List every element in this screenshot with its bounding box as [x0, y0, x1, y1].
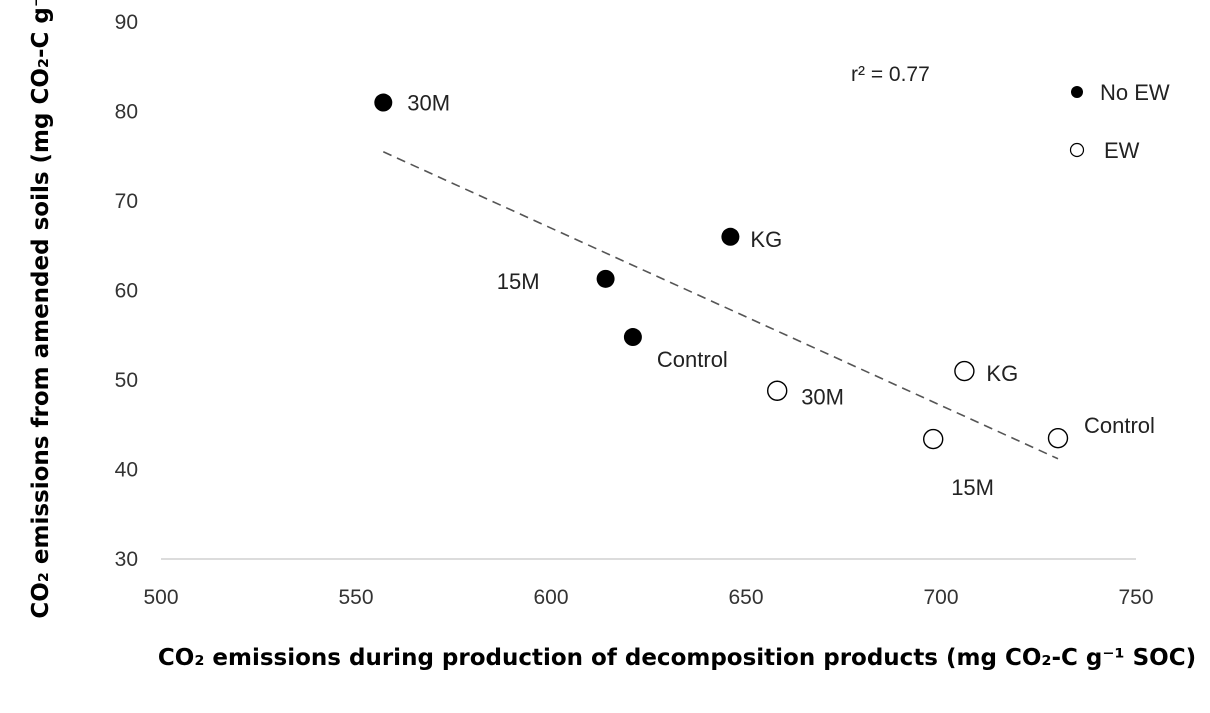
- point-label: Control: [1084, 413, 1155, 438]
- x-tick-label: 750: [1118, 586, 1153, 609]
- point-label: Control: [657, 347, 728, 372]
- y-tick-label: 60: [115, 280, 138, 303]
- legend: No EW EW: [1069, 80, 1170, 163]
- y-axis-ticks: 30 40 50 60 70 80 90: [115, 11, 138, 571]
- data-point: [1047, 427, 1069, 449]
- r-squared-annotation: r² = 0.77: [851, 63, 930, 86]
- x-axis-ticks: 500 550 600 650 700 750: [143, 586, 1153, 609]
- legend-marker: [1071, 86, 1083, 98]
- point-label: 15M: [951, 475, 994, 500]
- y-tick-label: 90: [115, 11, 138, 34]
- data-point: [954, 360, 975, 382]
- data-points: [374, 93, 1069, 450]
- data-point: [623, 328, 642, 347]
- trendline: [382, 151, 1059, 460]
- data-point: [596, 269, 615, 288]
- data-point: [767, 380, 788, 401]
- point-label: 15M: [497, 269, 540, 294]
- x-tick-label: 500: [143, 586, 178, 609]
- point-labels: 30M KG 15M Control KG 30M 15M Control: [407, 91, 1155, 501]
- legend-label: EW: [1104, 138, 1140, 163]
- x-axis-title: CO₂ emissions during production of decom…: [158, 645, 1196, 671]
- point-label: 30M: [407, 91, 450, 116]
- x-tick-label: 650: [728, 586, 763, 609]
- y-tick-label: 70: [115, 190, 138, 213]
- data-point: [374, 93, 393, 112]
- x-tick-label: 700: [923, 586, 958, 609]
- x-tick-label: 550: [338, 586, 373, 609]
- data-point: [721, 227, 740, 246]
- y-tick-label: 80: [115, 101, 138, 124]
- legend-label: No EW: [1100, 80, 1170, 105]
- point-label: KG: [986, 361, 1018, 386]
- point-label: KG: [750, 227, 782, 252]
- x-tick-label: 600: [533, 586, 568, 609]
- y-tick-label: 30: [115, 548, 138, 571]
- data-point: [923, 428, 944, 450]
- legend-marker: [1069, 142, 1085, 158]
- y-tick-label: 40: [115, 459, 138, 482]
- y-axis-title: CO₂ emissions from amended soils (mg CO₂…: [28, 0, 54, 619]
- point-label: 30M: [801, 385, 844, 410]
- y-tick-label: 50: [115, 369, 138, 392]
